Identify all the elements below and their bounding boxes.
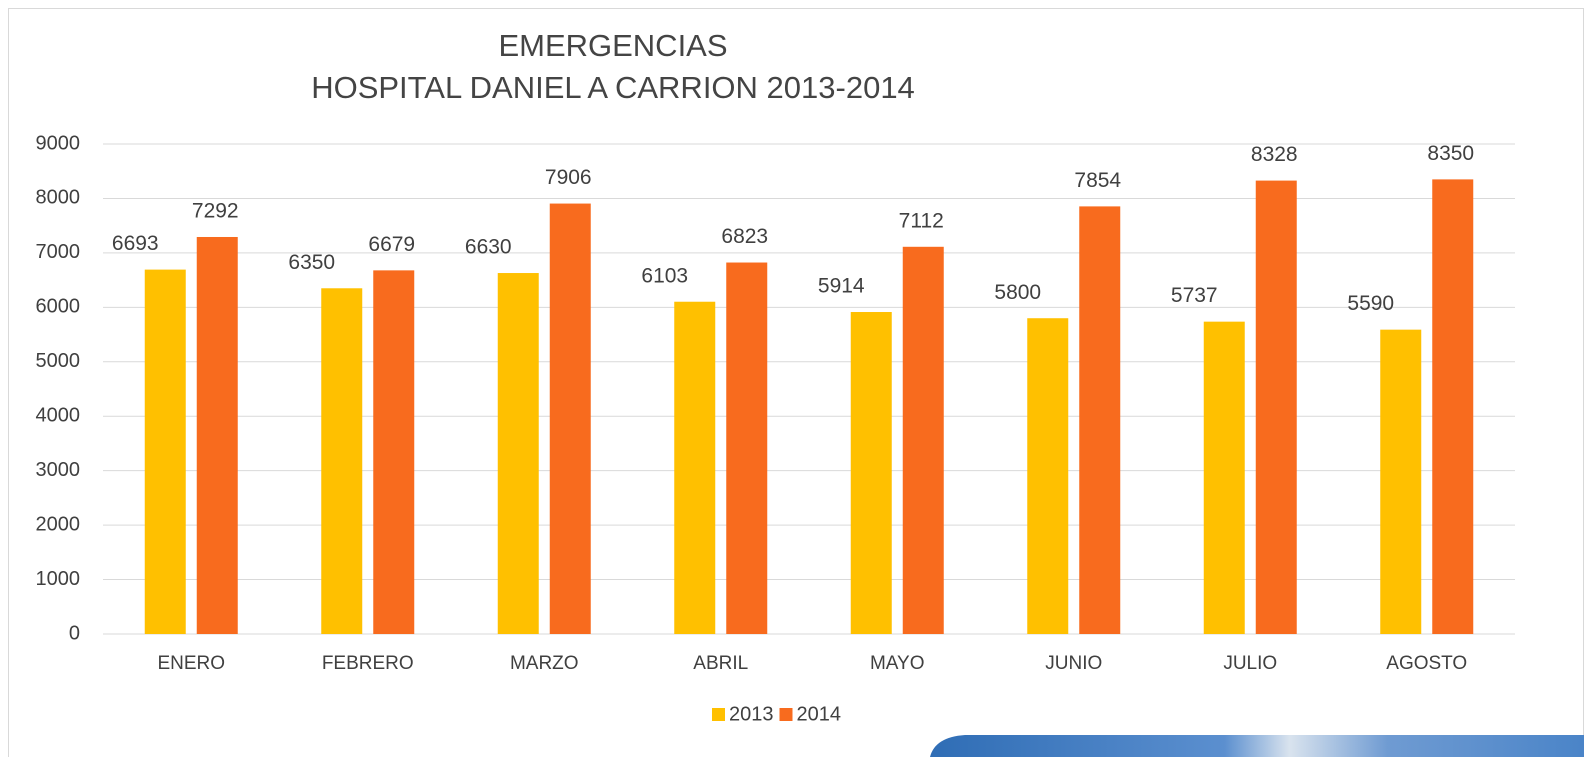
legend-swatch [780, 708, 793, 721]
chart: EMERGENCIAS HOSPITAL DANIEL A CARRION 20… [0, 0, 1584, 757]
value-label: 5737 [1171, 284, 1218, 307]
y-tick-label: 1000 [36, 568, 81, 590]
value-label: 6679 [368, 233, 415, 256]
value-label: 6350 [288, 251, 335, 274]
bar [674, 302, 715, 634]
value-label: 6630 [465, 236, 512, 259]
y-tick-label: 5000 [36, 350, 81, 372]
legend-swatch [712, 708, 725, 721]
x-tick-label: MAYO [870, 653, 925, 674]
bar [1380, 330, 1421, 634]
value-label: 5914 [818, 275, 865, 298]
bar [903, 247, 944, 634]
page: EMERGENCIAS HOSPITAL DANIEL A CARRION 20… [0, 0, 1584, 757]
bar [550, 204, 591, 634]
bar [321, 288, 362, 634]
bar [197, 237, 238, 634]
x-tick-label: ABRIL [693, 653, 748, 674]
y-tick-label: 6000 [36, 296, 81, 318]
x-tick-label: FEBRERO [322, 653, 414, 674]
bar [851, 312, 892, 634]
y-tick-label: 0 [69, 622, 80, 644]
y-tick-label: 7000 [36, 241, 81, 263]
value-label: 6103 [641, 264, 688, 287]
bar [1079, 206, 1120, 634]
value-label: 5590 [1347, 292, 1394, 315]
bar [1027, 318, 1068, 634]
legend-label: 2013 [729, 703, 774, 725]
legend-label: 2014 [797, 703, 842, 725]
bar [373, 270, 414, 634]
value-label: 7906 [545, 166, 592, 189]
value-label: 7292 [192, 200, 239, 223]
chart-title: HOSPITAL DANIEL A CARRION 2013-2014 [311, 70, 915, 105]
bar [1432, 179, 1473, 634]
value-label: 8328 [1251, 143, 1298, 166]
value-label: 6693 [112, 232, 159, 255]
background-image [930, 735, 1584, 757]
y-tick-label: 3000 [36, 459, 81, 481]
y-tick-label: 9000 [36, 132, 81, 154]
bar [1204, 322, 1245, 634]
value-label: 7112 [899, 209, 944, 232]
x-tick-label: JUNIO [1045, 653, 1102, 674]
x-tick-label: AGOSTO [1386, 653, 1467, 674]
bar [145, 270, 186, 634]
y-tick-label: 4000 [36, 405, 81, 427]
value-label: 6823 [721, 225, 768, 248]
bar [726, 263, 767, 634]
y-tick-label: 2000 [36, 513, 81, 535]
x-tick-label: JULIO [1223, 653, 1277, 674]
x-tick-label: ENERO [157, 653, 225, 674]
y-tick-label: 8000 [36, 187, 81, 209]
value-label: 5800 [994, 281, 1041, 304]
chart-frame [9, 9, 1584, 757]
bar [1256, 181, 1297, 634]
value-label: 7854 [1074, 169, 1121, 192]
value-label: 8350 [1427, 142, 1474, 165]
bar [498, 273, 539, 634]
chart-title: EMERGENCIAS [498, 28, 727, 63]
x-tick-label: MARZO [510, 653, 579, 674]
